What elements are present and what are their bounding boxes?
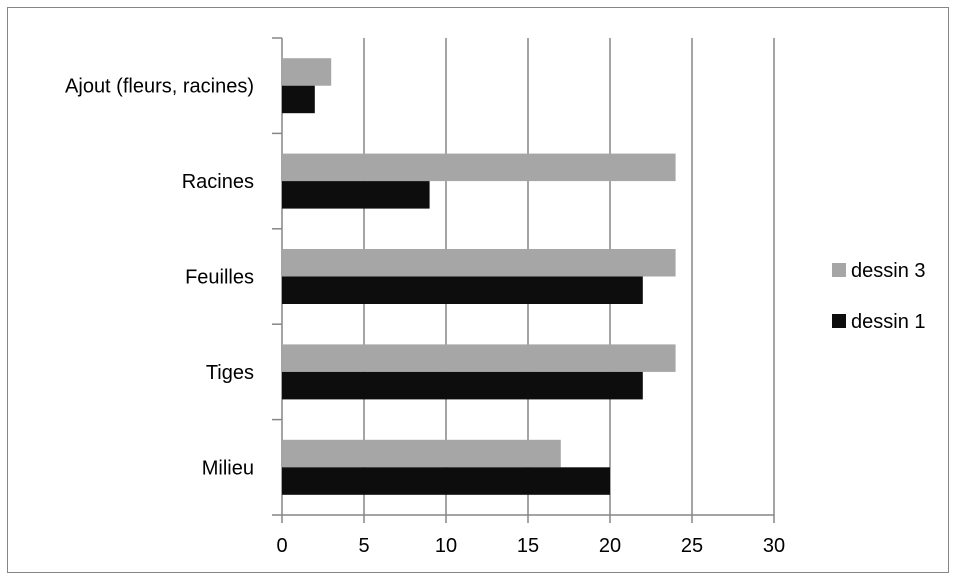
x-tick-label-30: 30 xyxy=(763,535,785,557)
legend-swatch-dessin-1 xyxy=(832,314,846,328)
x-tick-label-15: 15 xyxy=(517,535,539,557)
x-tick-labels: 0 5 10 15 20 25 30 xyxy=(276,535,785,557)
bar-dessin-3-2 xyxy=(282,249,676,277)
x-tick-label-0: 0 xyxy=(276,535,287,557)
bar-dessin-1-2 xyxy=(282,277,643,305)
x-tick-label-10: 10 xyxy=(435,535,457,557)
x-tick-label-20: 20 xyxy=(599,535,621,557)
bar-dessin-1-4 xyxy=(282,86,315,114)
bar-dessin-1-1 xyxy=(282,372,643,400)
legend-label-dessin-1: dessin 1 xyxy=(851,311,926,333)
category-label-milieu: Milieu xyxy=(202,457,254,479)
bars xyxy=(282,58,676,495)
legend: dessin 3 dessin 1 xyxy=(832,260,926,333)
bar-dessin-3-3 xyxy=(282,154,676,182)
bar-dessin-3-4 xyxy=(282,58,331,85)
legend-label-dessin-3: dessin 3 xyxy=(851,260,926,282)
x-tick-label-5: 5 xyxy=(358,535,369,557)
x-tick-label-25: 25 xyxy=(681,535,703,557)
category-label-tiges: Tiges xyxy=(206,362,254,384)
bar-dessin-3-1 xyxy=(282,344,676,372)
category-labels: Milieu Tiges Feuilles Racines Ajout (fle… xyxy=(65,76,254,480)
bar-dessin-1-0 xyxy=(282,467,610,495)
category-label-feuilles: Feuilles xyxy=(185,267,254,289)
category-label-ajout: Ajout (fleurs, racines) xyxy=(65,76,254,98)
bar-dessin-3-0 xyxy=(282,440,561,468)
legend-swatch-dessin-3 xyxy=(832,263,846,277)
bar-dessin-1-3 xyxy=(282,181,430,209)
category-label-racines: Racines xyxy=(182,171,254,193)
